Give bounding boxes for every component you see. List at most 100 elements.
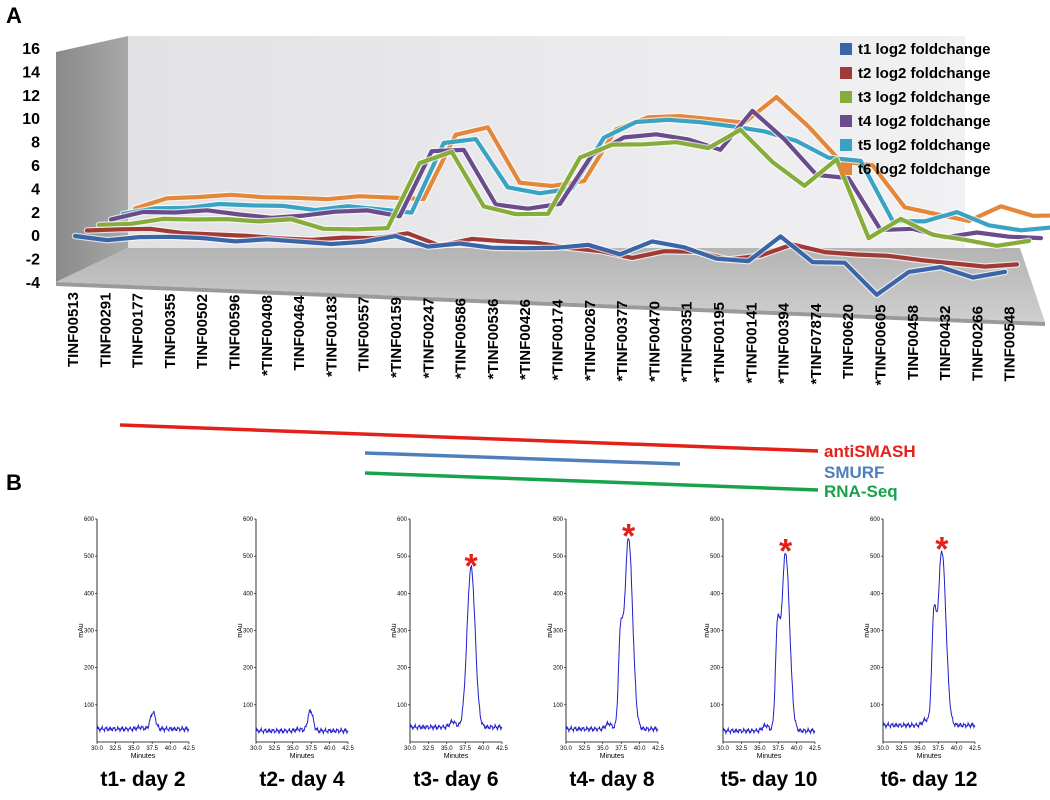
x-tick-label: *TINF00426: [517, 299, 534, 380]
x-tick-label: 35.0: [128, 746, 140, 752]
x-tick-label: TINF00596: [227, 295, 244, 370]
chromatogram-panel: 600 500 400 300 200 100 30.0 32.5 35.0 37.5 40.0 42…: [391, 517, 508, 791]
x-tick-label: 30.0: [250, 746, 262, 752]
y-tick-label: 300: [84, 629, 95, 635]
chromatogram-trace: [255, 708, 349, 736]
y-tick-label: 400: [870, 591, 881, 597]
legend-entry-t4: t4 log2 foldchange: [858, 113, 991, 130]
y-tick-label: 600: [870, 517, 881, 523]
x-tick-label: 37.5: [772, 746, 784, 752]
y-tick-label: 600: [397, 517, 408, 523]
x-tick-label: *TINF00247: [420, 298, 437, 379]
legend-swatch-t3: [840, 91, 852, 103]
x-tick-label: TINF00355: [162, 294, 179, 369]
chromatogram-title: t5- day 10: [721, 768, 818, 791]
peak-marker: *: [464, 547, 478, 585]
y-tick-label: 300: [553, 629, 564, 635]
x-tick-label: *TINF00377: [614, 301, 631, 382]
y-tick-label: 100: [243, 703, 254, 709]
x-tick-label: 40.0: [324, 746, 336, 752]
chromatogram-trace: [722, 552, 816, 736]
x-tick-label: 42.5: [652, 746, 664, 752]
annotation-label-antismash: antiSMASH: [824, 442, 916, 461]
y-tick-label: 400: [553, 591, 564, 597]
annotation-label-rnaseq: RNA-Seq: [824, 482, 898, 501]
x-tick-label: 35.0: [287, 746, 299, 752]
y-tick-label: 500: [553, 554, 564, 560]
x-tick-label: *TINF00195: [711, 302, 728, 383]
y-tick-label: 400: [710, 591, 721, 597]
y-tick-label: 500: [710, 554, 721, 560]
y-tick-label: 300: [397, 629, 408, 635]
chart-back-wall: [128, 36, 965, 248]
x-tick-label: *TINF07874: [808, 303, 825, 385]
x-tick-label: *TINF00351: [679, 302, 696, 383]
y-tick-label: 600: [710, 517, 721, 523]
x-tick-label: 40.0: [951, 746, 963, 752]
x-tick-label: *TINF00536: [485, 299, 502, 380]
x-tick-label: *TINF00183: [323, 296, 340, 377]
y-axis-label: mAu: [864, 623, 871, 638]
x-tick-label: *TINF00408: [259, 295, 276, 376]
x-tick-label: 42.5: [342, 746, 354, 752]
x-axis-label: Minutes: [131, 753, 156, 760]
y-tick-label: 200: [84, 666, 95, 672]
x-tick-label: TINF00557: [356, 297, 373, 372]
legend: t1 log2 foldchange t2 log2 foldchange t3 l…: [840, 41, 991, 178]
chart-floor-edge: [56, 282, 1045, 326]
annotation-line-rnaseq: [364, 471, 819, 492]
y-tick-label: 100: [397, 703, 408, 709]
x-tick-label: *TINF00141: [743, 303, 760, 384]
x-tick-label: 32.5: [896, 746, 908, 752]
x-tick-label: 42.5: [183, 746, 195, 752]
legend-entry-t5: t5 log2 foldchange: [858, 137, 991, 154]
y-axis-label: mAu: [704, 623, 711, 638]
chromatogram-title: t2- day 4: [259, 768, 345, 791]
y-tick-label: 500: [243, 554, 254, 560]
y-tick-label: 200: [553, 666, 564, 672]
y-axis-label: mAu: [78, 623, 85, 638]
y-tick-label: 14: [22, 64, 40, 81]
chart-floor: [56, 248, 1045, 322]
y-tick-label: 500: [870, 554, 881, 560]
y-tick-label: 200: [710, 666, 721, 672]
x-axis-label: Minutes: [600, 753, 625, 760]
x-tick-label: 37.5: [459, 746, 471, 752]
x-tick-label: 30.0: [404, 746, 416, 752]
chromatogram-trace: [96, 710, 190, 734]
x-tick-label: TINF00548: [1002, 307, 1019, 382]
annotation-line-antismash: [119, 423, 819, 453]
x-tick-label: 30.0: [717, 746, 729, 752]
chromatogram-title: t1- day 2: [100, 768, 185, 791]
legend-entry-t2: t2 log2 foldchange: [858, 65, 991, 82]
y-tick-label: 8: [31, 135, 40, 152]
peak-marker: *: [622, 518, 636, 556]
peak-marker: *: [935, 531, 949, 569]
y-tick-label: 300: [710, 629, 721, 635]
x-tick-label: 37.5: [932, 746, 944, 752]
y-tick-label: 10: [22, 111, 40, 128]
chromatogram-title: t6- day 12: [881, 768, 978, 791]
y-tick-label: 16: [22, 41, 40, 58]
x-axis-label: Minutes: [444, 753, 469, 760]
chromatograms: 600 500 400 300 200 100 30.0 32.5 35.0 37.5 40.0 42…: [78, 517, 981, 791]
x-tick-label: TINF00291: [97, 293, 114, 368]
x-tick-label: 37.5: [146, 746, 158, 752]
x-tick-label: TINF00266: [969, 306, 986, 381]
x-tick-label: *TINF00605: [873, 305, 890, 386]
legend-entry-t1: t1 log2 foldchange: [858, 41, 991, 58]
chromatogram-panel: 600 500 400 300 200 100 30.0 32.5 35.0 37.5 40.0 42…: [864, 517, 981, 791]
y-tick-label: -2: [26, 252, 40, 269]
y-tick-label: 600: [84, 517, 95, 523]
x-tick-label: 35.0: [914, 746, 926, 752]
x-tick-label: 32.5: [423, 746, 435, 752]
y-tick-label: 400: [243, 591, 254, 597]
y-tick-label: 2: [31, 205, 40, 222]
legend-entry-t3: t3 log2 foldchange: [858, 89, 991, 106]
y-tick-label: 500: [84, 554, 95, 560]
series-line-t1: [72, 233, 1008, 297]
x-tick-label: 35.0: [441, 746, 453, 752]
series-line-t3: [96, 127, 1032, 248]
x-tick-label: TINF00513: [65, 292, 82, 367]
